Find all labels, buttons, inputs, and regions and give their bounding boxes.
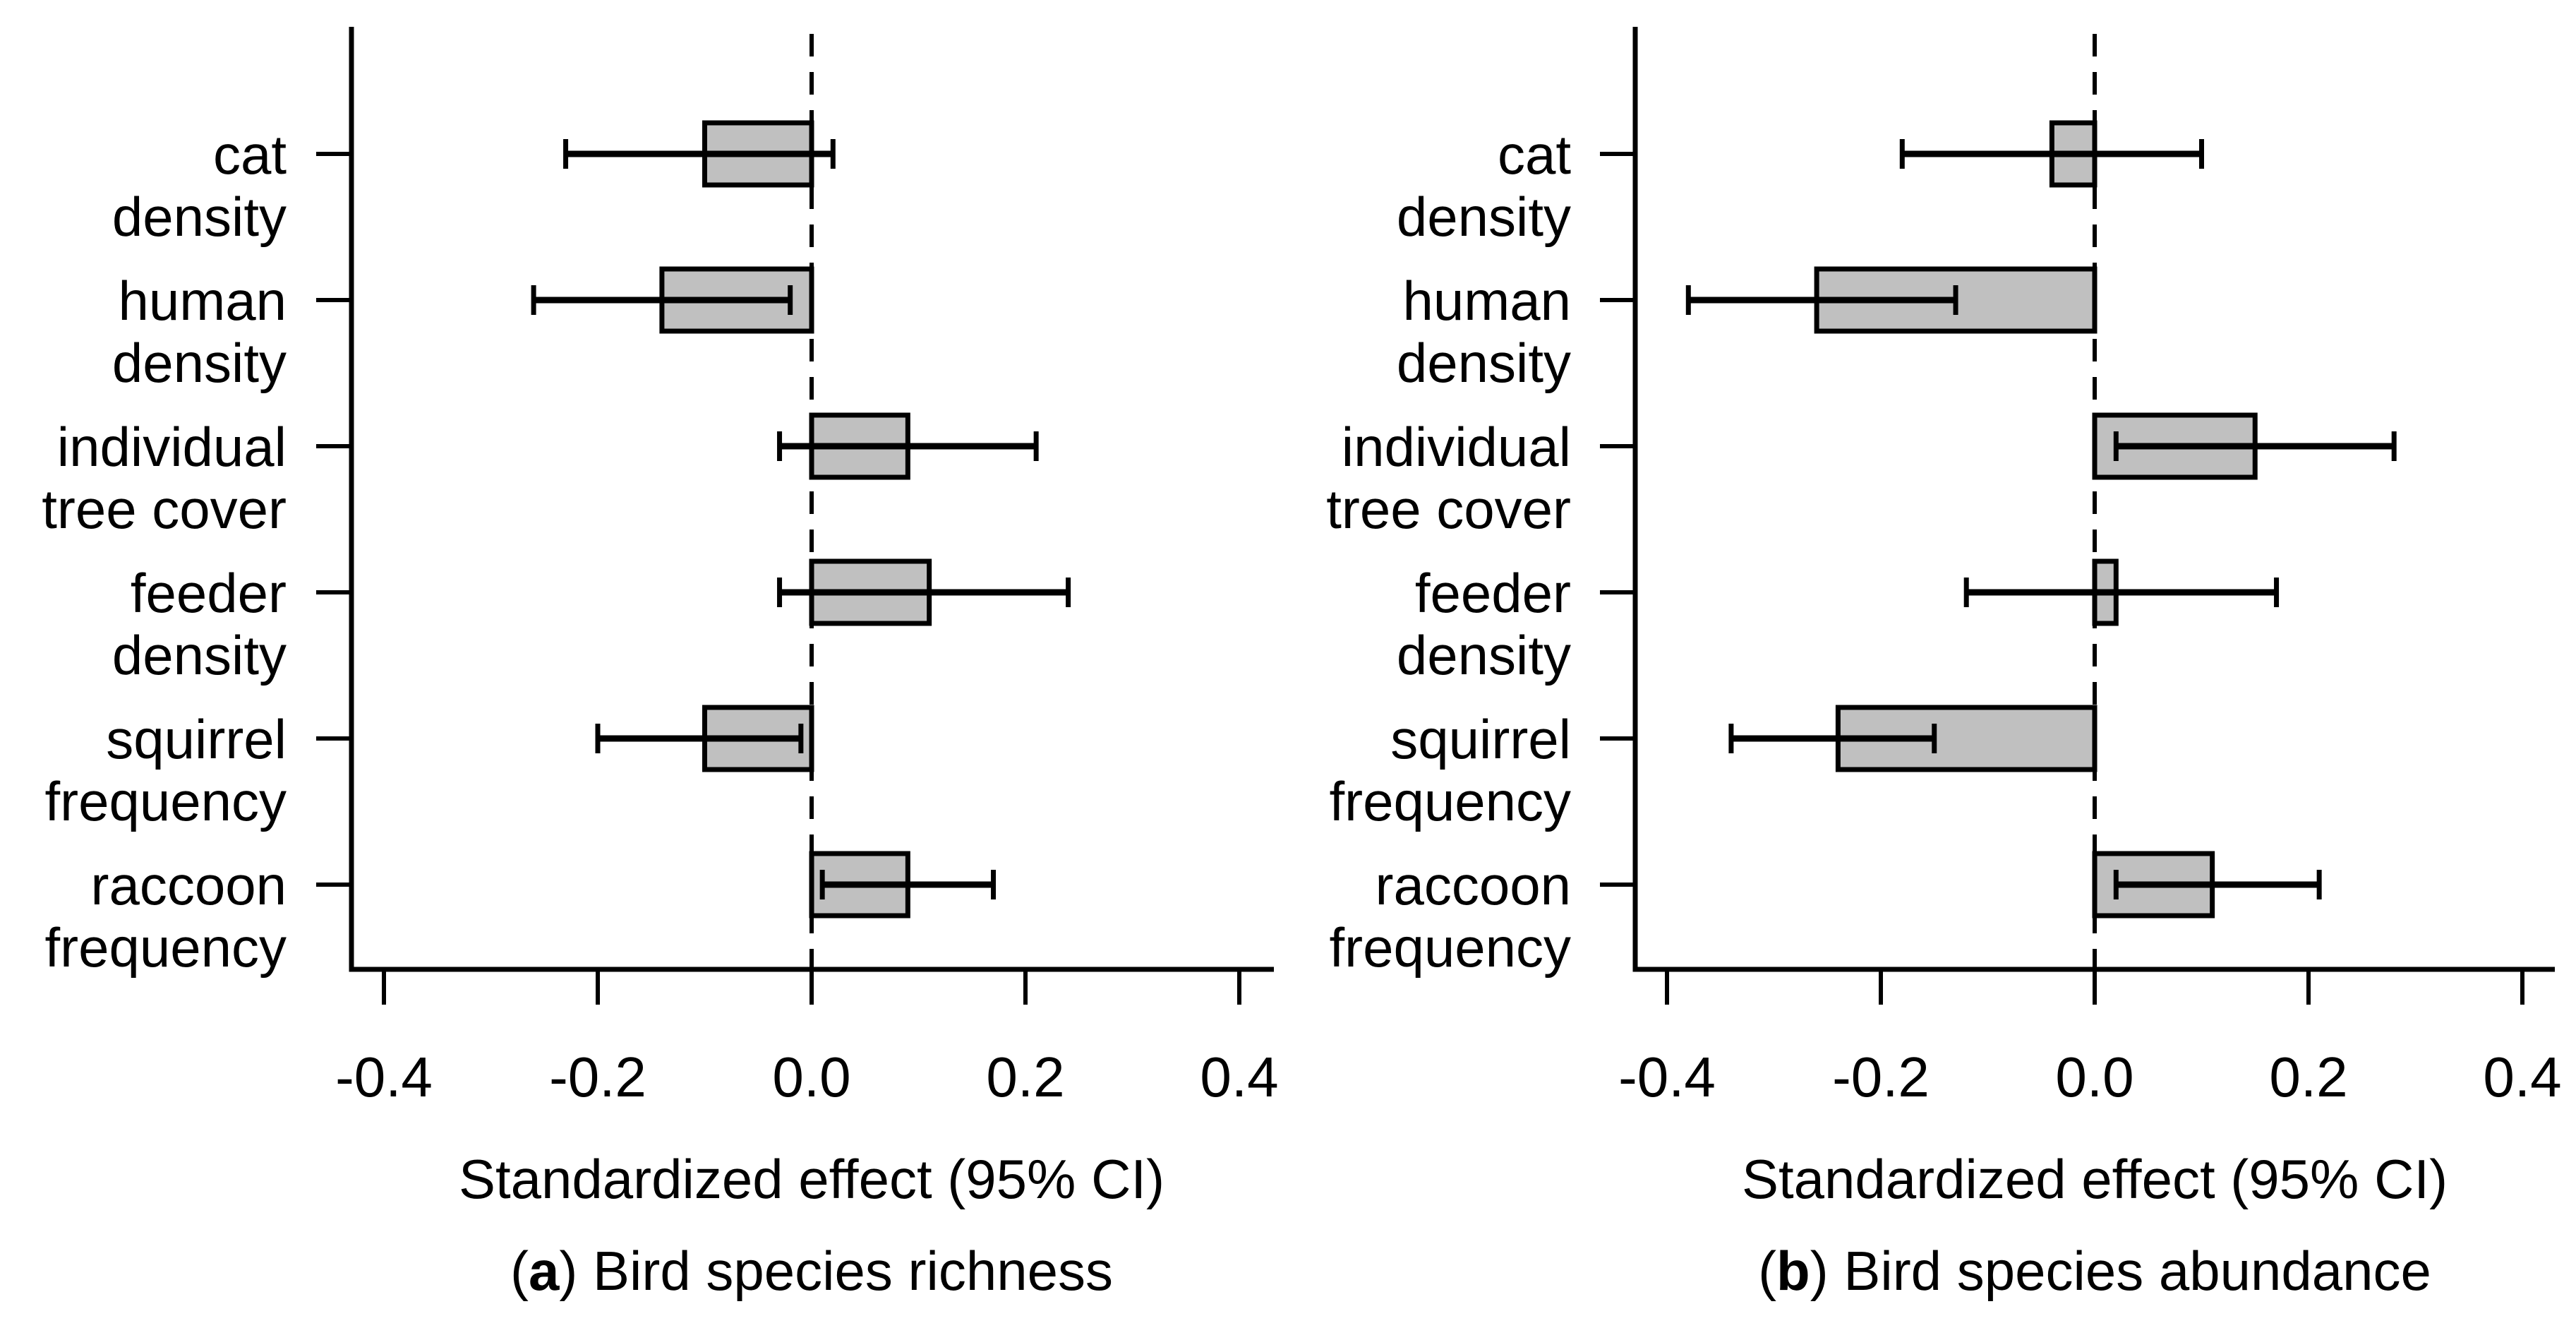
caption-a-open: ( (510, 1240, 529, 1302)
x-tick-label-a-0.4: 0.4 (1200, 1046, 1278, 1108)
caption-b-text: ) Bird species abundance (1810, 1240, 2431, 1302)
caption-a-letter: a (528, 1240, 560, 1302)
y-axis-label-a-squirrel: squirrel frequency (44, 708, 287, 832)
y-axis-label-b-cat: cat density (1397, 124, 1571, 248)
caption-a-text: ) Bird species richness (559, 1240, 1113, 1302)
x-axis-title-panel-b: Standardized effect (95% CI) (1741, 1148, 2448, 1210)
panel-caption-a: (a) Bird species richness (510, 1238, 1113, 1303)
x-tick-label-b-0.4: 0.4 (2483, 1046, 2561, 1108)
x-tick-label-a--0.4: -0.4 (335, 1046, 433, 1108)
y-axis-label-a-cat: cat density (112, 124, 287, 248)
x-tick-label-a-0.2: 0.2 (986, 1046, 1064, 1108)
y-axis-label-a-individual: individual tree cover (42, 416, 287, 540)
y-axis-label-b-human: human density (1397, 270, 1571, 394)
y-axis-label-b-squirrel: squirrel frequency (1329, 708, 1571, 832)
panel-caption-b: (b) Bird species abundance (1758, 1238, 2431, 1303)
caption-b-letter: b (1776, 1240, 1810, 1302)
panel-b: -0.4 -0.2 0.0 0.2 0.4 cat density human density i… (1326, 27, 2562, 1108)
y-axis-label-a-human: human density (112, 270, 287, 394)
y-axis-label-a-raccoon: raccoon frequency (44, 854, 287, 979)
panel-a: -0.4 -0.2 0.0 0.2 0.4 cat density human density i… (42, 27, 1279, 1108)
caption-b-open: ( (1758, 1240, 1777, 1302)
x-tick-label-a-0.0: 0.0 (772, 1046, 850, 1108)
x-tick-label-b-0.2: 0.2 (2269, 1046, 2347, 1108)
x-tick-label-b--0.4: -0.4 (1618, 1046, 1716, 1108)
y-axis-label-b-raccoon: raccoon frequency (1329, 854, 1571, 979)
y-axis-label-b-feeder: feeder density (1397, 562, 1571, 686)
x-tick-label-a--0.2: -0.2 (549, 1046, 646, 1108)
y-axis-label-b-individual: individual tree cover (1326, 416, 1571, 540)
x-tick-label-b-0.0: 0.0 (2055, 1046, 2133, 1108)
x-tick-label-b--0.2: -0.2 (1832, 1046, 1930, 1108)
y-axis-label-a-feeder: feeder density (112, 562, 287, 686)
x-axis-title-panel-a: Standardized effect (95% CI) (458, 1148, 1165, 1210)
